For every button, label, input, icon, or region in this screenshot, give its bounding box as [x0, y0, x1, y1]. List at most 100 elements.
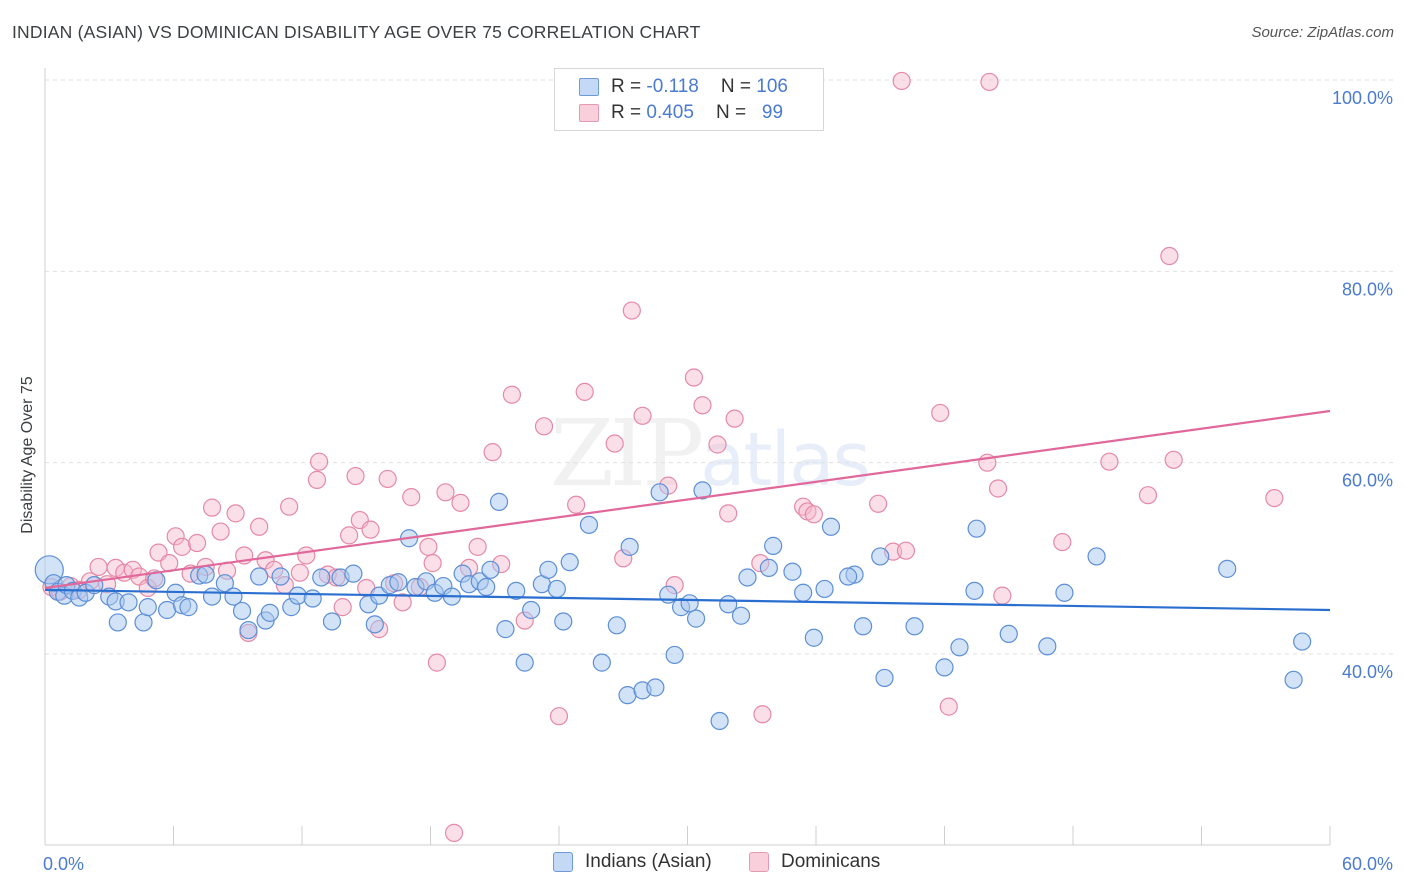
- r-value: -0.118: [646, 76, 699, 97]
- dominicans-point: [931, 403, 950, 423]
- indians-asian-point: [950, 638, 969, 657]
- indians-asian-point: [134, 613, 153, 632]
- dominicans-point: [402, 488, 421, 507]
- x-tick-label: 60.0%: [1342, 854, 1393, 874]
- blue-swatch: [579, 78, 599, 96]
- x-tick-label: 0.0%: [43, 854, 84, 874]
- indians-asian-point: [196, 565, 215, 584]
- dominicans-point: [211, 522, 230, 541]
- dominicans-point: [423, 554, 442, 573]
- dominicans-point: [202, 498, 222, 517]
- indians-asian-point: [607, 616, 626, 635]
- indians-asian-point: [967, 519, 986, 538]
- indians-asian-point: [547, 579, 566, 599]
- indians-asian-point: [1284, 670, 1303, 689]
- dominicans-point: [483, 443, 502, 462]
- dominicans-point: [708, 435, 727, 454]
- dominicans-point: [896, 541, 916, 560]
- dominicans-point: [1053, 532, 1072, 552]
- watermark: ZIPatlas: [550, 400, 871, 507]
- indians-asian-point: [965, 581, 984, 600]
- indians-asian-point: [489, 492, 509, 511]
- dominicans-point: [333, 598, 352, 617]
- indians-asian-point: [646, 678, 665, 697]
- dominicans-point: [892, 71, 911, 91]
- indians-asian-point: [389, 573, 408, 592]
- dominicans-point: [290, 563, 309, 582]
- watermark-zip: ZIP: [550, 400, 704, 507]
- indians-asian-point: [522, 600, 541, 620]
- indians-asian-point: [481, 560, 500, 579]
- indians-asian-point: [875, 668, 894, 688]
- dominicans-point: [172, 537, 192, 556]
- n-value: 99: [761, 102, 784, 123]
- dominicans-point: [684, 368, 704, 387]
- y-tick-label: 40.0%: [1342, 662, 1393, 682]
- indians-asian-point: [554, 612, 573, 631]
- dominicans-point: [605, 434, 624, 453]
- series-legend: Indians (Asian) Dominicans: [0, 851, 1406, 877]
- dominicans-point: [633, 406, 652, 425]
- indians-asian-point: [794, 583, 813, 602]
- indians-asian-point: [322, 612, 342, 631]
- indians-asian-point: [871, 547, 890, 566]
- y-tick-label: 80.0%: [1342, 279, 1393, 299]
- indians-asian-point: [1038, 637, 1057, 656]
- indians-asian-point: [239, 620, 258, 640]
- indians-asian-point: [1055, 583, 1074, 602]
- dominicans-point: [419, 537, 438, 556]
- dominicans-point: [988, 479, 1008, 498]
- y-tick-label: 100.0%: [1332, 88, 1393, 108]
- indians-asian-point: [650, 483, 669, 502]
- legend-item-indians: Indians (Asian): [553, 851, 712, 873]
- n-value: 106: [756, 76, 788, 97]
- indians-asian-point: [764, 536, 783, 555]
- indians-asian-point: [515, 653, 534, 672]
- legend-label: Dominicans: [781, 851, 881, 872]
- dominicans-point: [1100, 452, 1119, 471]
- indians-asian-point: [344, 564, 363, 583]
- legend-item-dominicans: Dominicans: [749, 851, 880, 873]
- dominicans-point: [1160, 246, 1179, 266]
- indians-asian-point: [738, 568, 757, 587]
- indians-asian-point: [477, 577, 496, 597]
- legend-row-dominicans: R = 0.405 N = 99: [579, 101, 783, 125]
- indians-asian-point: [119, 593, 138, 612]
- tick-labels: 40.0% 60.0% 80.0% 100.0% 0.0% 60.0%: [43, 88, 1393, 874]
- indians-asian-point: [365, 615, 384, 634]
- legend-row-indians: R = -0.118 N = 106: [579, 75, 788, 99]
- y-tick-label: 60.0%: [1342, 471, 1393, 491]
- indians-asian-point: [1087, 547, 1106, 566]
- indians-asian-point: [693, 481, 712, 500]
- dominicans-point: [427, 653, 447, 672]
- indians-asian-point: [288, 586, 307, 605]
- watermark-atlas: atlas: [700, 417, 871, 503]
- indians-asian-point: [232, 601, 252, 621]
- n-label: N =: [715, 102, 747, 123]
- grid-lines: [45, 79, 1395, 655]
- pink-swatch: [749, 852, 769, 872]
- r-label: R =: [611, 102, 642, 123]
- indians-asian-point: [686, 609, 706, 628]
- dominicans-point: [1265, 488, 1284, 508]
- dominicans-point: [393, 593, 412, 612]
- dominicans-point: [869, 494, 888, 513]
- dominicans-point: [567, 495, 586, 514]
- dominicans-point: [297, 546, 316, 565]
- source-label: Source: ZipAtlas.com: [1251, 24, 1394, 41]
- indians-asian-point: [1293, 632, 1312, 651]
- indians-asian-point: [496, 620, 515, 639]
- indians-asian-point: [854, 617, 873, 636]
- dominicans-point: [939, 697, 958, 716]
- dominicans-point: [310, 452, 329, 471]
- blue-swatch: [553, 852, 573, 872]
- dominicans-point: [719, 504, 738, 523]
- dominicans-trend-line: [44, 409, 1331, 590]
- dominicans-point: [378, 469, 397, 489]
- indians-asian-point: [1218, 559, 1237, 578]
- dominicans-point: [280, 497, 299, 516]
- indians-asian-point: [999, 624, 1018, 644]
- dominicans-point: [622, 301, 641, 320]
- indians-asian-point: [665, 645, 684, 665]
